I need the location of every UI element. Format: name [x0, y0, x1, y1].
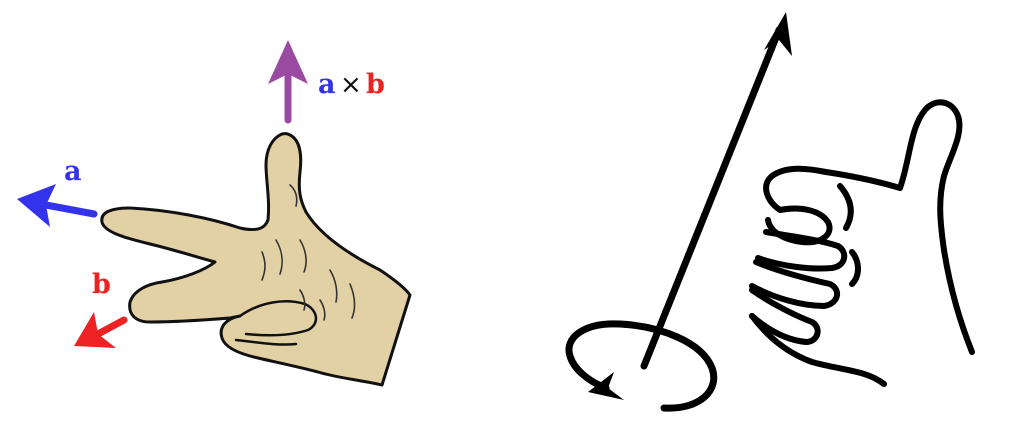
thumbs-up-hand: [749, 99, 975, 387]
axis-arrow: [640, 12, 792, 370]
cross-product-arrow: [268, 40, 308, 124]
vector-a-label: a: [64, 156, 82, 187]
hand-back-outline: [763, 165, 903, 213]
curled-fingers: [234, 300, 318, 346]
vector-b-label: b: [92, 269, 111, 300]
palm-outline: [749, 313, 887, 387]
left-hand: [100, 132, 412, 387]
vector-a-arrow: [17, 184, 98, 227]
thumb-outline: [897, 99, 975, 355]
cross-product-label-b: b: [366, 69, 385, 100]
cross-product-label-a: a: [318, 69, 336, 100]
vector-b-arrow: [74, 312, 128, 348]
finger-gap-lines: [837, 183, 861, 287]
right-hand-figure: [565, 12, 975, 412]
left-hand-figure: a b a × b: [17, 40, 412, 387]
finger-3: [749, 259, 841, 309]
finger-2: [755, 229, 848, 272]
hand-creases: [261, 184, 356, 321]
finger-4: [749, 287, 821, 345]
left-hand-skin: [100, 132, 412, 387]
rotation-arrow: [565, 320, 718, 412]
cross-product-label-times: ×: [340, 70, 362, 100]
